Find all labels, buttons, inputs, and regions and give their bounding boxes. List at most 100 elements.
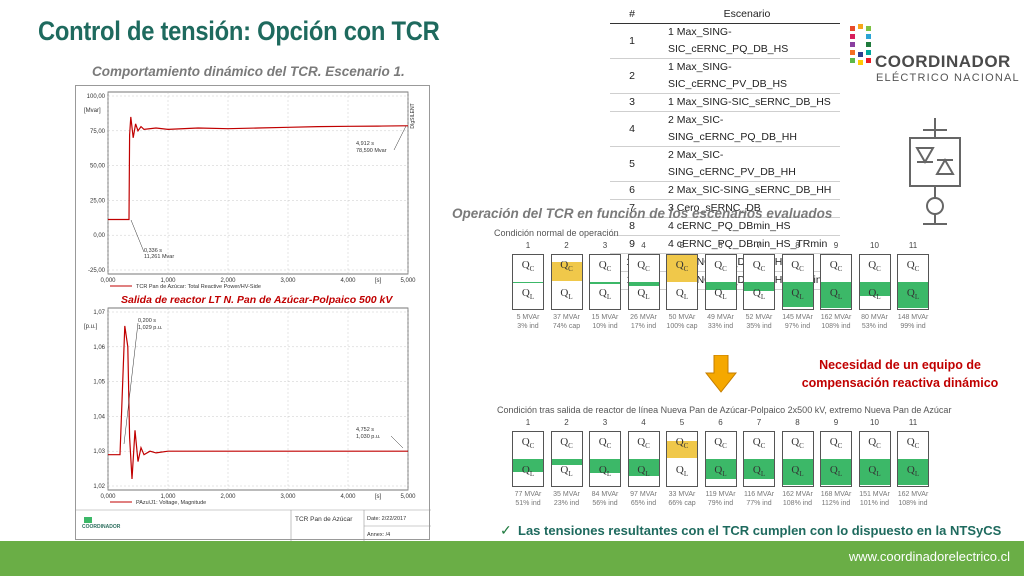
tcr-level-bar: QC QL bbox=[743, 431, 775, 487]
ql-label: QL bbox=[598, 287, 612, 302]
tcr-level-fill bbox=[744, 281, 774, 291]
qc-label: QC bbox=[906, 436, 920, 451]
scenario-name: 1 Max_SING-SIC_sERNC_DB_HS bbox=[654, 93, 840, 113]
scenario-number: 1 bbox=[610, 23, 654, 60]
y-tick-label: 1,07 bbox=[93, 310, 105, 316]
qc-label: QC bbox=[521, 436, 535, 451]
tcr-level-bar: QC QL bbox=[781, 254, 814, 310]
dynamic-plot-svg: 100,00 75,00 50,00 25,00 0,00 -25,00 0,000 1,0… bbox=[76, 91, 431, 541]
qc-label: QC bbox=[829, 259, 843, 274]
bar-mvar-value: 84 MVAr bbox=[591, 491, 619, 498]
bar-percent-value: 79% ind bbox=[707, 500, 734, 507]
bar-number: 10 bbox=[870, 241, 879, 250]
bar-mvar-value: 148 MVAr bbox=[897, 314, 929, 321]
scenario-name: 2 Max_SIC-SING_sERNC_DB_HH bbox=[654, 181, 840, 201]
top-annotation-2-time: 0,336 s bbox=[144, 248, 162, 254]
tcr-level-bar: QC QL bbox=[781, 431, 814, 487]
tcr-level-bar: QC QL bbox=[666, 254, 698, 310]
bar-percent-value: 33% ind bbox=[707, 323, 734, 330]
bar-percent-value: 65% ind bbox=[630, 500, 657, 507]
bottom-annotation-2-value: 1,030 p.u. bbox=[356, 434, 381, 440]
bar-percent-value: 74% cap bbox=[552, 323, 581, 330]
y-tick-label: -25,00 bbox=[88, 268, 106, 274]
ql-label: QL bbox=[637, 464, 650, 479]
y-tick-label: 1,02 bbox=[93, 484, 105, 490]
bar-percent-value: 17% ind bbox=[630, 323, 657, 330]
condition-outage-title: Condición tras salida de reactor de líne… bbox=[497, 405, 952, 415]
y-tick-label: 25,00 bbox=[90, 198, 106, 204]
ql-label: QL bbox=[714, 464, 727, 479]
qc-label: QC bbox=[521, 259, 535, 274]
tcr-level-bar: QC QL bbox=[589, 254, 621, 310]
scenario-number: 3 bbox=[610, 93, 654, 113]
bar-percent-value: 3% ind bbox=[517, 323, 539, 330]
bar-mvar-value: 80 MVAr bbox=[861, 314, 888, 321]
top-plot-unit: [Mvar] bbox=[84, 108, 101, 114]
bar-mvar-value: 26 MVAr bbox=[630, 314, 657, 321]
bar-mvar-value: 116 MVAr bbox=[743, 491, 775, 498]
top-annotation-1-time: 4,912 s bbox=[356, 141, 374, 147]
tcr-level-bar: QC QL bbox=[627, 431, 660, 487]
qc-label: QC bbox=[791, 259, 804, 274]
tcr-level-fill bbox=[898, 281, 928, 308]
tcr-level-bar: QC QL bbox=[704, 431, 737, 487]
tcr-level-fill bbox=[667, 441, 697, 459]
bottom-annotation-1-pointer bbox=[123, 322, 139, 445]
tcr-symbol-icon bbox=[909, 118, 961, 225]
bar-percent-value: 77% ind bbox=[746, 500, 772, 507]
qc-label: QC bbox=[714, 259, 727, 274]
x-tick-label: 4,000 bbox=[340, 278, 356, 284]
bar-number: 4 bbox=[641, 241, 646, 250]
tcr-level-bar: QC QL bbox=[589, 431, 621, 487]
bar-number: 11 bbox=[908, 241, 918, 250]
condition-normal-title: Condición normal de operación bbox=[494, 228, 619, 238]
ql-label: QL bbox=[560, 464, 573, 479]
qc-label: QC bbox=[675, 259, 689, 274]
bar-percent-value: 112% ind bbox=[821, 500, 851, 507]
tcr-level-fill bbox=[705, 281, 736, 291]
bar-mvar-value: 162 MVAr bbox=[897, 491, 929, 498]
dynamic-plot-panel: 100,00 75,00 50,00 25,00 0,00 -25,00 0,000 1,0… bbox=[75, 85, 431, 541]
bottom-legend-label: PAzu\J1: Voltage, Magnitude bbox=[136, 500, 206, 506]
tcr-level-bar: QC QL bbox=[897, 254, 929, 310]
bar-mvar-value: 15 MVAr bbox=[591, 314, 619, 321]
plot-footer-logo: COORDINADOR bbox=[82, 524, 121, 530]
footer-bar bbox=[0, 541, 1024, 576]
page-title: Control de tensión: Opción con TCR bbox=[38, 16, 440, 46]
bar-mvar-value: 49 MVAr bbox=[707, 314, 734, 321]
scenario-number: 6 bbox=[610, 181, 654, 201]
x-tick-label: [s] bbox=[375, 494, 382, 500]
bar-percent-value: 51% ind bbox=[515, 500, 541, 507]
ql-label: QL bbox=[829, 287, 843, 302]
footer-url-link[interactable]: www.coordinadorelectrico.cl bbox=[848, 549, 1010, 564]
ql-label: QL bbox=[675, 287, 689, 302]
qc-label: QC bbox=[906, 259, 920, 274]
qc-label: QC bbox=[829, 436, 843, 451]
tcr-level-fill bbox=[590, 458, 620, 474]
top-plot-yticks: 100,00 75,00 50,00 25,00 0,00 -25,00 bbox=[87, 94, 106, 274]
tcr-level-fill bbox=[782, 281, 813, 308]
bottom-annotation-1-time: 0,200 s bbox=[138, 318, 156, 324]
x-tick-label: 3,000 bbox=[280, 278, 296, 284]
bar-mvar-value: 52 MVAr bbox=[745, 314, 773, 321]
x-tick-label: 1,000 bbox=[160, 494, 176, 500]
tcr-level-bar: QC QL bbox=[897, 431, 929, 487]
bottom-annotation-2-time: 4,752 s bbox=[356, 427, 374, 433]
tcr-level-bar: QC QL bbox=[512, 431, 544, 487]
bar-percent-value: 108% ind bbox=[821, 323, 851, 330]
top-annotation-2-value: 11,261 Mvar bbox=[144, 254, 174, 260]
qc-label: QC bbox=[598, 436, 612, 451]
bar-number: 10 bbox=[870, 418, 879, 427]
scenario-number: 8 bbox=[610, 217, 654, 237]
bar-mvar-value: 97 MVAr bbox=[630, 491, 657, 498]
ql-label: QL bbox=[521, 287, 535, 302]
tcr-level-bar: QC QL bbox=[820, 254, 852, 310]
bar-number: 3 bbox=[602, 241, 608, 250]
bar-number: 4 bbox=[641, 418, 646, 427]
ql-label: QL bbox=[791, 464, 804, 479]
y-tick-label: 75,00 bbox=[90, 129, 106, 135]
logo-mark bbox=[850, 24, 871, 65]
bar-percent-value: 108% ind bbox=[898, 500, 928, 507]
bar-number: 9 bbox=[833, 418, 839, 427]
